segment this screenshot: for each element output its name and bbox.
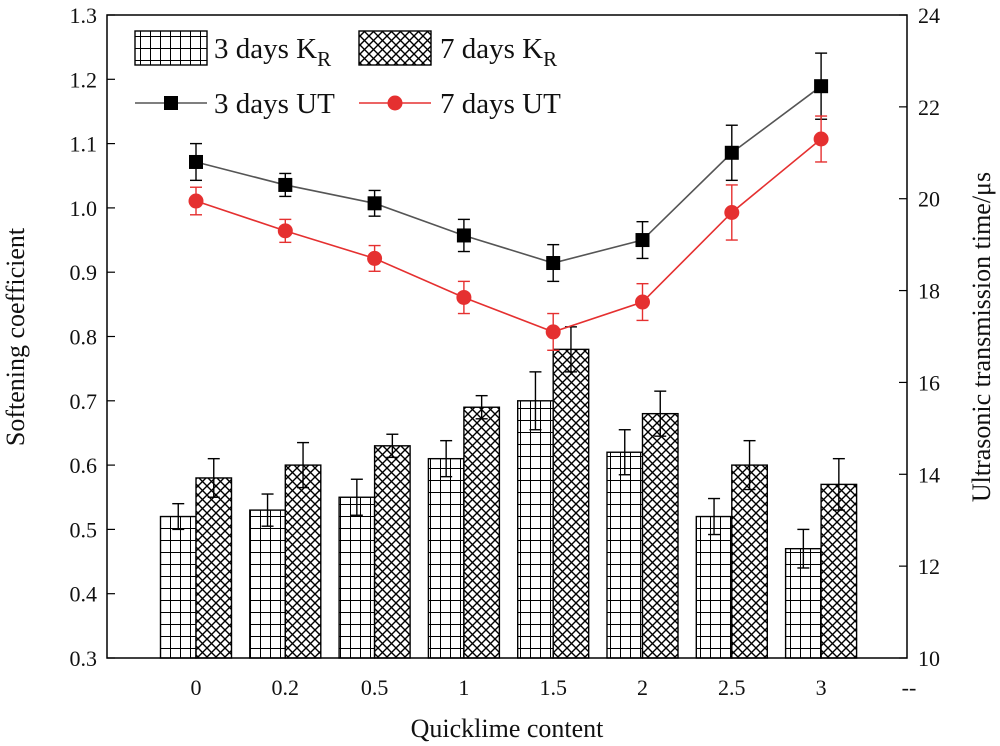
legend-swatch-crosshatch (358, 30, 432, 66)
x-tick-label: 2 (637, 675, 648, 700)
marker-square (546, 256, 561, 271)
marker-circle (724, 204, 740, 220)
marker-circle (635, 294, 650, 310)
y-tick-label-left: 0.3 (70, 646, 98, 671)
marker-square (278, 177, 293, 192)
bar (427, 457, 465, 659)
legend-swatch-grid (134, 30, 208, 66)
bar (695, 515, 733, 659)
x-tick-label: -- (902, 675, 917, 700)
bar-layer (159, 326, 858, 659)
bar (373, 445, 411, 659)
series-line (195, 85, 822, 264)
legend-marker-circle (387, 95, 403, 111)
ticks: 0.30.40.50.60.70.80.91.01.11.21.31012141… (70, 3, 941, 700)
bar (195, 477, 233, 659)
bar (463, 406, 501, 659)
y-tick-label-left: 1.0 (70, 196, 98, 221)
legend-label: 3 days UT (214, 88, 335, 120)
x-tick-label: 1 (458, 675, 469, 700)
marker-circle (188, 193, 204, 209)
x-tick-label: 0 (191, 675, 202, 700)
marker-circle (367, 250, 383, 266)
legend-label: 7 days KR (440, 33, 557, 71)
x-tick-label: 0.2 (272, 675, 300, 700)
bar (517, 400, 554, 659)
x-tick-label: 3 (816, 675, 827, 700)
legend-subscript: R (543, 47, 557, 71)
y-tick-label-right: 14 (918, 462, 940, 487)
series-line (195, 138, 822, 333)
marker-circle (545, 324, 561, 340)
y-tick-label-left: 1.1 (70, 132, 98, 157)
legend-marker-square (164, 96, 178, 110)
marker-square (724, 145, 739, 160)
y-tick-label-right: 16 (918, 370, 940, 395)
y-tick-label-left: 0.6 (70, 453, 98, 478)
bar (820, 483, 858, 659)
marker-square (189, 154, 203, 169)
y-tick-label-right: 12 (918, 554, 940, 579)
y-axis-title-left: Softening coefficient (1, 227, 30, 446)
line-layer (188, 52, 829, 351)
y-tick-label-left: 0.7 (70, 389, 98, 414)
bar (552, 348, 590, 659)
marker-square (456, 228, 471, 243)
marker-square (814, 79, 829, 94)
bar (284, 464, 322, 659)
bar (731, 464, 768, 659)
y-tick-label-left: 0.8 (70, 325, 98, 350)
y-tick-label-left: 0.5 (70, 517, 98, 542)
legend-label: 3 days KR (214, 33, 331, 71)
x-tick-label: 1.5 (539, 675, 567, 700)
legend-label: 7 days UT (440, 88, 561, 120)
bar (159, 515, 197, 659)
legend: 3 days KR 7 days KR 3 days UT 7 days UT (134, 30, 561, 120)
y-tick-label-right: 22 (918, 95, 940, 120)
bar (249, 509, 287, 659)
marker-square (635, 233, 650, 248)
y-tick-label-right: 24 (918, 3, 940, 28)
y-tick-label-left: 1.2 (70, 67, 98, 92)
bar (641, 412, 679, 659)
marker-circle (813, 131, 829, 147)
y-tick-label-right: 18 (918, 279, 940, 304)
y-axis-title-right: Ultrasonic transmission time/μs (967, 172, 996, 502)
marker-circle (277, 223, 293, 239)
bar (338, 496, 376, 659)
y-tick-label-right: 20 (918, 187, 940, 212)
x-tick-label: 0.5 (361, 675, 389, 700)
x-tick-label: 2.5 (718, 675, 746, 700)
x-axis-title: Quicklime content (411, 714, 605, 743)
y-tick-label-left: 0.9 (70, 260, 98, 285)
legend-subscript: R (317, 47, 331, 71)
marker-square (367, 196, 382, 211)
y-tick-label-left: 1.3 (70, 3, 98, 28)
bar (606, 451, 644, 659)
marker-circle (456, 289, 472, 305)
y-tick-label-left: 0.4 (70, 582, 98, 607)
y-tick-label-right: 10 (918, 646, 940, 671)
